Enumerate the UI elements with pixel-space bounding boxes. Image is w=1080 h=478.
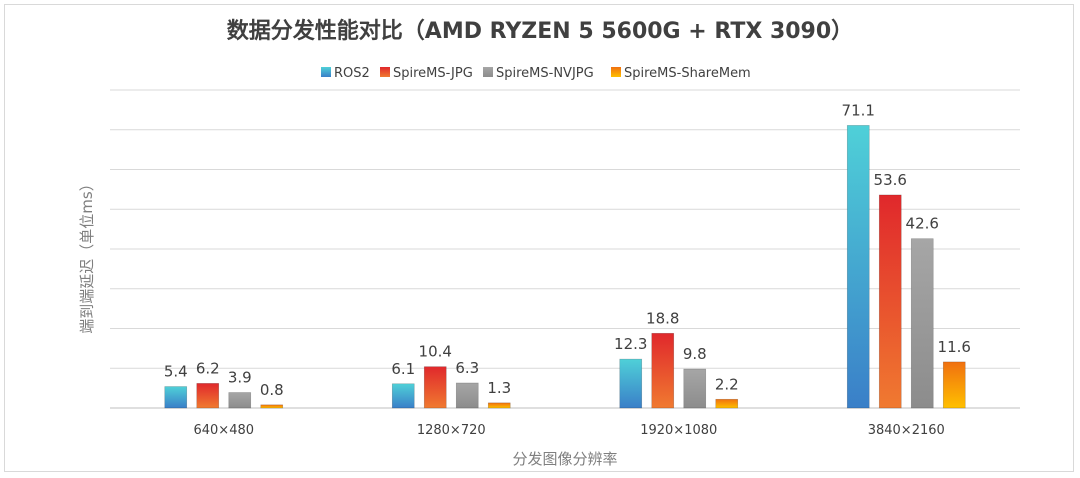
x-tick-label: 1920×1080 bbox=[640, 423, 717, 438]
data-label: 12.3 bbox=[614, 335, 647, 353]
data-label: 6.2 bbox=[196, 359, 220, 377]
data-label: 5.4 bbox=[164, 363, 188, 381]
bar bbox=[423, 366, 447, 409]
legend-item: SpireMS-ShareMem bbox=[611, 66, 751, 81]
legend-label: SpireMS-JPG bbox=[393, 66, 473, 81]
legend-swatch bbox=[483, 67, 493, 77]
data-label: 42.6 bbox=[906, 215, 939, 233]
legend-item: ROS2 bbox=[321, 66, 370, 81]
x-tick-label: 640×480 bbox=[193, 423, 254, 438]
data-label: 1.3 bbox=[487, 379, 511, 397]
legend: ROS2 SpireMS-JPG SpireMS-NVJPG SpireMS-Shar… bbox=[321, 66, 751, 81]
data-label: 18.8 bbox=[646, 309, 679, 327]
data-label: 11.6 bbox=[938, 338, 971, 356]
legend-swatch bbox=[380, 67, 390, 77]
bar bbox=[878, 194, 902, 409]
chart-title: 数据分发性能对比（AMD RYZEN 5 5600G + RTX 3090） bbox=[227, 18, 853, 44]
bar bbox=[487, 402, 511, 409]
bar bbox=[683, 368, 707, 409]
x-tick-label: 3840×2160 bbox=[868, 423, 945, 438]
data-label: 10.4 bbox=[419, 343, 452, 361]
x-tick-label: 1280×720 bbox=[417, 423, 486, 438]
data-label: 0.8 bbox=[260, 381, 284, 399]
bar bbox=[846, 125, 870, 409]
data-label: 2.2 bbox=[715, 375, 739, 393]
bar bbox=[196, 383, 220, 409]
data-label: 3.9 bbox=[228, 368, 252, 386]
data-label: 6.3 bbox=[455, 359, 479, 377]
bar bbox=[942, 361, 966, 409]
bar bbox=[619, 358, 643, 409]
legend-label: SpireMS-NVJPG bbox=[496, 66, 594, 81]
bar bbox=[455, 382, 479, 409]
chart-frame bbox=[4, 4, 1074, 472]
bar bbox=[651, 332, 675, 409]
data-label: 71.1 bbox=[842, 101, 875, 119]
legend-item: SpireMS-NVJPG bbox=[483, 66, 594, 81]
bar bbox=[228, 392, 252, 409]
bar bbox=[715, 398, 739, 409]
data-labels: 5.4 6.2 3.9 0.8 6.110.46.3 1.3 12.3 18.89.8 2.2 7… bbox=[164, 101, 971, 398]
y-axis-title: 端到端延迟（单位ms） bbox=[78, 176, 96, 333]
bar bbox=[164, 386, 188, 409]
legend-swatch bbox=[611, 67, 621, 77]
x-axis-title: 分发图像分辨率 bbox=[512, 450, 617, 468]
legend-label: SpireMS-ShareMem bbox=[624, 66, 751, 81]
data-label: 53.6 bbox=[874, 171, 907, 189]
data-label: 9.8 bbox=[683, 345, 707, 363]
legend-swatch bbox=[321, 67, 331, 77]
bar bbox=[391, 383, 415, 409]
bar bbox=[910, 238, 934, 409]
legend-item: SpireMS-JPG bbox=[380, 66, 473, 81]
x-axis-tick-labels: 640×480 1280×720 1920×1080 3840×2160 bbox=[193, 423, 944, 438]
bar bbox=[260, 404, 284, 409]
bars bbox=[164, 125, 966, 409]
legend-label: ROS2 bbox=[334, 66, 370, 81]
data-label: 6.1 bbox=[391, 360, 415, 378]
